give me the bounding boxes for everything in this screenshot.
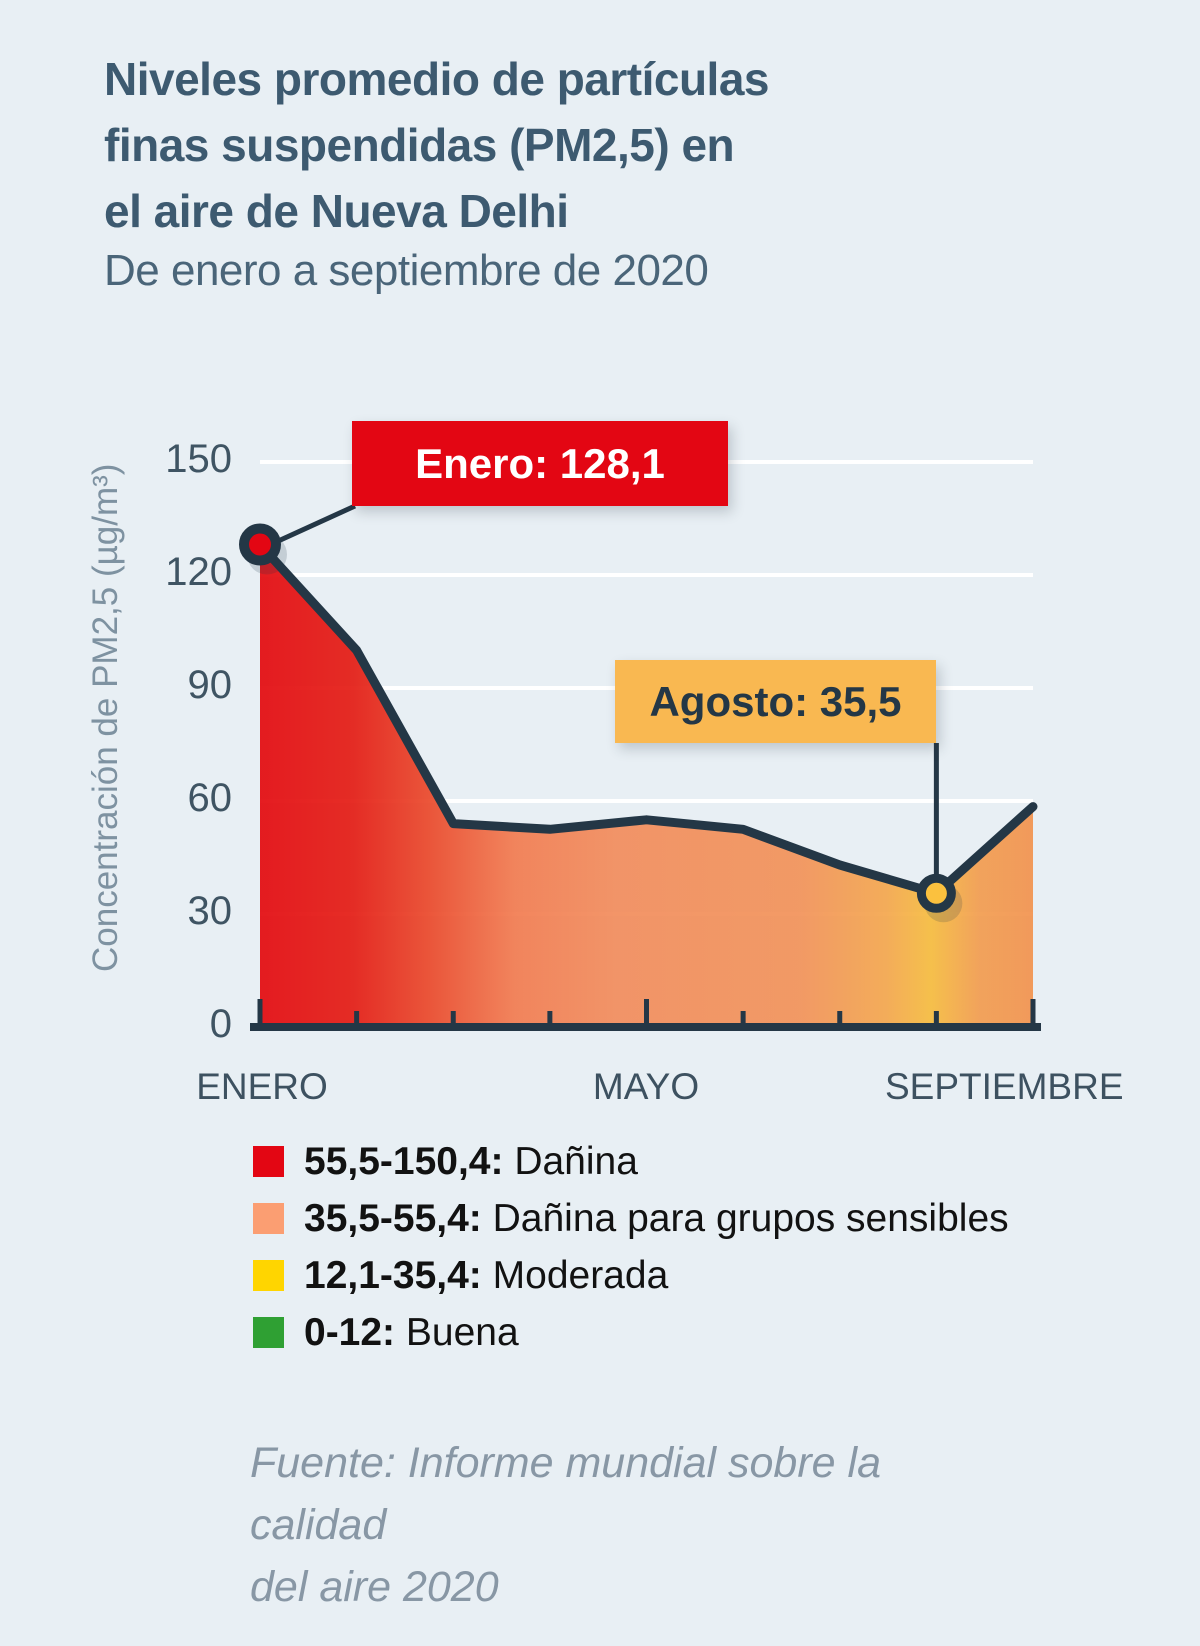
source-title: Informe mundial sobre la calidad del air… (250, 1439, 881, 1611)
page-title: Niveles promedio de partículas finas sus… (104, 53, 770, 237)
callout-agosto-label: Agosto: 35,5 (649, 677, 902, 725)
legend-row: 0-12: Buena (253, 1311, 1009, 1354)
callout-enero-label: Enero: 128,1 (415, 439, 665, 487)
source-note: Fuente: Informe mundial sobre la calidad… (250, 1432, 970, 1618)
x-axis-label-septiembre: SEPTIEMBRE (885, 1066, 1124, 1107)
legend-swatch-yellow (253, 1260, 284, 1291)
legend-range: 35,5-55,4: (304, 1196, 482, 1240)
y-tick-150: 150 (165, 437, 232, 481)
legend-swatch-green (253, 1317, 284, 1348)
legend-range: 0-12: (304, 1310, 396, 1354)
y-tick-0: 0 (209, 1002, 232, 1046)
y-tick-60: 60 (187, 776, 233, 820)
legend-swatch-orange (253, 1203, 284, 1234)
legend-range: 55,5-150,4: (304, 1139, 504, 1183)
y-axis-title: Concentración de PM2,5 (µg/m³) (86, 463, 125, 973)
callout-agosto: Agosto: 35,5 (615, 660, 936, 743)
x-axis-label-mayo: MAYO (592, 1066, 700, 1107)
x-axis-label-enero: ENERO (196, 1066, 328, 1107)
page-subtitle: De enero a septiembre de 2020 (104, 246, 709, 295)
legend-label: Buena (405, 1310, 519, 1354)
callout-enero: Enero: 128,1 (352, 421, 728, 506)
y-tick-30: 30 (187, 889, 233, 933)
y-tick-90: 90 (187, 663, 233, 707)
legend-label: Dañina (514, 1139, 638, 1183)
legend-range: 12,1-35,4: (304, 1253, 482, 1297)
legend-row: 55,5-150,4: Dañina (253, 1140, 1009, 1183)
y-tick-120: 120 (165, 550, 232, 594)
legend-row: 35,5-55,4: Dañina para grupos sensibles (253, 1197, 1009, 1240)
y-axis-tick-labels: 0 30 60 90 120 150 (142, 400, 232, 1060)
legend-label: Dañina para grupos sensibles (492, 1196, 1009, 1240)
legend-label: Moderada (492, 1253, 669, 1297)
legend: 55,5-150,4: Dañina 35,5-55,4: Dañina par… (253, 1140, 1009, 1354)
legend-row: 12,1-35,4: Moderada (253, 1254, 1009, 1297)
legend-swatch-red (253, 1146, 284, 1177)
source-prefix: Fuente: (250, 1439, 408, 1487)
